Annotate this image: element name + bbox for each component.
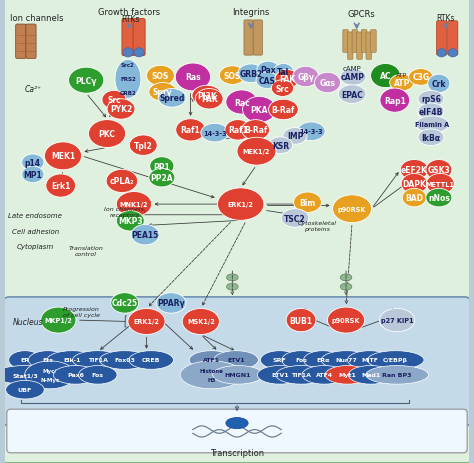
Text: Ion channels: Ion channels xyxy=(10,14,64,23)
FancyBboxPatch shape xyxy=(253,21,263,56)
Ellipse shape xyxy=(28,351,67,369)
Ellipse shape xyxy=(156,293,186,313)
Ellipse shape xyxy=(340,283,352,291)
Text: PKC: PKC xyxy=(99,130,116,139)
Ellipse shape xyxy=(271,81,293,97)
Text: PP1: PP1 xyxy=(154,162,170,171)
Text: TIF1A: TIF1A xyxy=(291,373,311,377)
Ellipse shape xyxy=(390,75,414,92)
Text: Ras: Ras xyxy=(185,73,201,82)
Text: METTL1: METTL1 xyxy=(426,181,455,187)
Ellipse shape xyxy=(180,361,243,389)
Ellipse shape xyxy=(158,89,186,108)
Text: Ca²⁺: Ca²⁺ xyxy=(24,84,41,94)
Text: Bim: Bim xyxy=(300,198,316,207)
Text: control: control xyxy=(75,251,97,256)
Ellipse shape xyxy=(226,418,248,429)
Ellipse shape xyxy=(79,366,117,384)
Ellipse shape xyxy=(134,49,144,58)
Ellipse shape xyxy=(437,50,446,58)
Text: Fos: Fos xyxy=(295,358,307,363)
Ellipse shape xyxy=(367,351,424,369)
Text: Ion channels,: Ion channels, xyxy=(104,207,146,212)
Text: rpS6: rpS6 xyxy=(421,95,441,104)
Ellipse shape xyxy=(73,351,123,369)
Ellipse shape xyxy=(256,73,278,89)
Text: p90RSK: p90RSK xyxy=(332,318,360,323)
Text: Raf1: Raf1 xyxy=(181,126,201,135)
Ellipse shape xyxy=(401,160,428,181)
Ellipse shape xyxy=(176,119,205,142)
FancyBboxPatch shape xyxy=(26,25,36,59)
Text: RTKs: RTKs xyxy=(437,14,455,23)
Text: Pax6: Pax6 xyxy=(67,373,84,377)
Text: PAK: PAK xyxy=(201,95,218,104)
Ellipse shape xyxy=(269,100,298,120)
FancyBboxPatch shape xyxy=(447,22,458,56)
Text: Filamin A: Filamin A xyxy=(415,122,449,128)
Text: Raf1: Raf1 xyxy=(228,126,248,135)
Text: Fox03: Fox03 xyxy=(114,358,135,363)
Text: proteins: proteins xyxy=(304,227,330,232)
Ellipse shape xyxy=(366,366,428,384)
Text: ATP: ATP xyxy=(396,73,407,77)
Text: RTKs: RTKs xyxy=(121,15,139,24)
FancyBboxPatch shape xyxy=(357,33,362,60)
FancyBboxPatch shape xyxy=(7,409,467,453)
Text: p90RSK: p90RSK xyxy=(338,206,366,212)
Ellipse shape xyxy=(380,309,415,332)
Text: p27 KIP1: p27 KIP1 xyxy=(381,318,413,323)
Text: CREB: CREB xyxy=(142,358,160,363)
Text: AC: AC xyxy=(380,72,391,81)
Text: eIF4B: eIF4B xyxy=(419,107,443,117)
Text: BAD: BAD xyxy=(405,194,423,203)
Ellipse shape xyxy=(225,120,251,141)
Ellipse shape xyxy=(129,136,157,156)
Ellipse shape xyxy=(45,143,82,170)
Ellipse shape xyxy=(380,89,410,113)
Text: SRF: SRF xyxy=(273,358,287,363)
Text: IkBα: IkBα xyxy=(421,133,440,143)
Ellipse shape xyxy=(128,309,165,335)
Ellipse shape xyxy=(426,189,452,207)
Text: cPLA₂: cPLA₂ xyxy=(109,177,134,186)
Text: Stat1/3: Stat1/3 xyxy=(12,373,38,377)
Ellipse shape xyxy=(328,307,365,333)
Ellipse shape xyxy=(189,351,234,369)
Ellipse shape xyxy=(116,211,144,232)
Ellipse shape xyxy=(102,91,126,110)
Ellipse shape xyxy=(340,274,352,281)
Ellipse shape xyxy=(227,283,238,291)
Text: TIF1A: TIF1A xyxy=(88,358,108,363)
Text: Late endosome: Late endosome xyxy=(8,213,62,218)
Text: MEK1: MEK1 xyxy=(51,152,75,161)
Text: Histone: Histone xyxy=(200,368,223,373)
Ellipse shape xyxy=(273,64,293,81)
Ellipse shape xyxy=(371,64,401,88)
Ellipse shape xyxy=(146,66,174,87)
Text: GRB2: GRB2 xyxy=(119,91,137,96)
Ellipse shape xyxy=(293,193,321,213)
Ellipse shape xyxy=(402,189,426,207)
Ellipse shape xyxy=(428,75,450,94)
Text: FRS2: FRS2 xyxy=(120,77,136,82)
Text: Spry: Spry xyxy=(153,88,173,97)
Text: Crk: Crk xyxy=(432,80,446,89)
Text: PKA: PKA xyxy=(251,106,268,115)
Ellipse shape xyxy=(226,91,257,115)
Text: UBF: UBF xyxy=(18,388,32,392)
Ellipse shape xyxy=(129,351,173,369)
Ellipse shape xyxy=(257,366,302,384)
Text: MSK1/2: MSK1/2 xyxy=(187,319,215,325)
Ellipse shape xyxy=(22,167,44,183)
Text: receptors: receptors xyxy=(109,213,140,218)
Text: of cell cycle: of cell cycle xyxy=(63,313,100,317)
Ellipse shape xyxy=(347,351,392,369)
Ellipse shape xyxy=(333,195,372,223)
Text: CAS: CAS xyxy=(259,76,275,86)
Text: H3: H3 xyxy=(207,377,216,382)
Text: B-Raf: B-Raf xyxy=(272,106,295,115)
Text: Rac: Rac xyxy=(234,98,249,107)
FancyBboxPatch shape xyxy=(347,33,353,60)
